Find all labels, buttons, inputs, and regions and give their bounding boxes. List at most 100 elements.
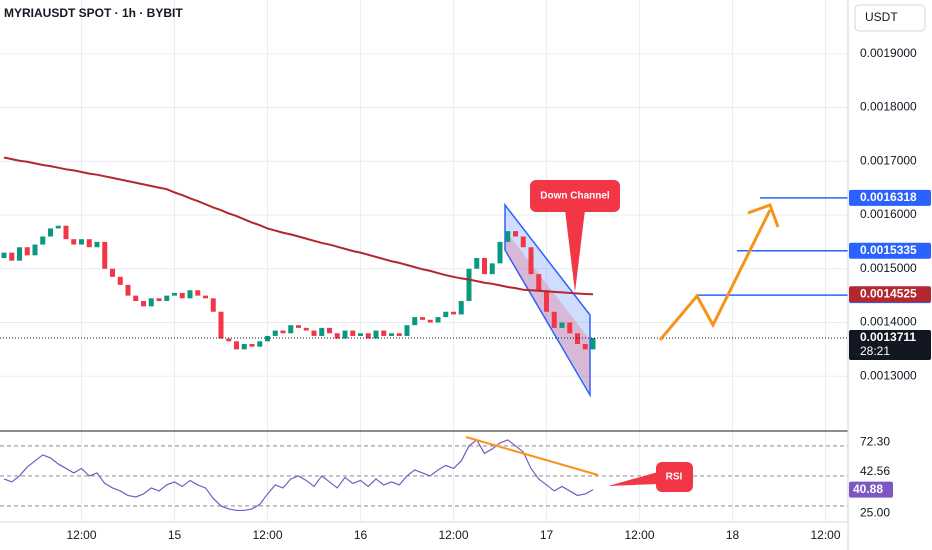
- candle-body: [582, 344, 588, 350]
- countdown: 28:21: [860, 344, 890, 358]
- candle-body: [381, 330, 387, 336]
- candle-body: [110, 268, 115, 277]
- candle-body: [179, 292, 185, 299]
- callout-pointer: [565, 210, 585, 292]
- price-tag: [849, 189, 931, 206]
- candle-body: [389, 333, 394, 336]
- candle-body: [396, 333, 402, 336]
- rsi-tag: [849, 481, 893, 498]
- candle-body: [40, 236, 46, 245]
- y-tick-label: 0.0018000: [860, 100, 917, 114]
- candle-body: [32, 244, 38, 256]
- chart-title: MYRIAUSDT SPOT · 1h · BYBIT: [4, 6, 183, 20]
- candle-body: [443, 311, 449, 318]
- candle-body: [257, 341, 263, 347]
- candle-body: [79, 239, 84, 245]
- price-tag-label: 0.0014525: [860, 286, 917, 300]
- price-tag: [849, 330, 931, 361]
- y-tick-label: 0.0019000: [860, 46, 917, 60]
- x-tick-label: 16: [354, 528, 368, 542]
- candle-body: [435, 317, 441, 323]
- y-tick-label: 0.0017000: [860, 153, 917, 167]
- candle-body: [102, 241, 108, 269]
- candle-body: [311, 330, 317, 336]
- candle-body: [148, 298, 154, 307]
- annotation: RSI: [666, 472, 683, 483]
- candle-body: [365, 333, 371, 339]
- candle-body: [272, 330, 278, 336]
- moving-average: [3, 156, 594, 296]
- x-tick-label: 18: [726, 528, 740, 542]
- candle-body: [249, 344, 255, 347]
- candle-body: [226, 338, 232, 342]
- candle-body: [164, 295, 170, 301]
- rsi-trendline: [465, 436, 599, 476]
- candle-body: [412, 317, 418, 326]
- candle-body: [288, 325, 294, 334]
- candle-body: [24, 247, 30, 256]
- candle-body: [420, 317, 425, 320]
- candle-body: [187, 290, 193, 299]
- x-tick-label: 12:00: [810, 528, 840, 542]
- candle-body: [280, 330, 286, 334]
- candle-body: [265, 335, 270, 342]
- candle-body: [210, 298, 216, 312]
- y-tick-label: 0.0016000: [860, 207, 917, 221]
- rsi-tick-label: 25.00: [860, 506, 890, 520]
- candle-body: [241, 344, 247, 350]
- candle-body: [567, 322, 573, 334]
- candle-body: [71, 239, 77, 245]
- candle-body: [458, 301, 464, 315]
- candle-body: [17, 247, 22, 261]
- candle-body: [373, 330, 379, 339]
- candle-body: [575, 333, 580, 344]
- projection-arrow: [747, 203, 780, 228]
- price-tag-label: 0.0016318: [860, 190, 917, 204]
- candle-body: [203, 295, 208, 299]
- candle-body: [9, 252, 15, 261]
- candle-body: [497, 241, 503, 264]
- axes: 12:00 15 12:00 16 12:00 17 12:00 18 12:00 0.00190…: [66, 46, 931, 542]
- candle-body: [427, 319, 433, 323]
- candle-body: [489, 263, 495, 275]
- candle-body: [86, 239, 92, 248]
- candle-body: [342, 330, 348, 339]
- price-tag-label: 0.0013711: [860, 330, 916, 344]
- x-tick-label: 15: [168, 528, 182, 542]
- candle-body: [141, 301, 146, 307]
- candle-body: [528, 247, 534, 275]
- candle-body: [404, 325, 410, 336]
- currency-button[interactable]: [854, 4, 926, 32]
- candle-body: [350, 330, 356, 336]
- price-tag: [849, 242, 931, 259]
- x-tick-label: 12:00: [438, 528, 468, 542]
- candle-body: [133, 295, 139, 301]
- projection-path: [658, 209, 772, 341]
- candle-body: [327, 327, 332, 334]
- price-tag: [849, 286, 931, 303]
- rsi-tag-label: 40.88: [853, 482, 883, 496]
- candle-body: [55, 225, 61, 229]
- candle-body: [125, 284, 131, 296]
- x-tick-label: 12:00: [624, 528, 654, 542]
- y-tick-label: 0.0013000: [860, 368, 917, 382]
- candle-body: [195, 290, 201, 296]
- candle-body: [466, 268, 472, 301]
- candle-body: [513, 231, 518, 237]
- candle-body: [536, 274, 542, 291]
- y-tick-label: 0.0015000: [860, 261, 917, 275]
- candle-body: [156, 298, 162, 301]
- candle-body: [63, 225, 69, 240]
- currency-label: USDT: [865, 10, 898, 24]
- candle-body: [559, 322, 565, 328]
- x-tick-label: 12:00: [66, 528, 96, 542]
- candle-body: [94, 241, 100, 248]
- y-tick-label: 0.0014000: [860, 315, 917, 329]
- candle-body: [172, 292, 177, 296]
- rsi-tick-label: 72.30: [860, 435, 890, 449]
- candle-body: [474, 258, 480, 269]
- candle-body: [451, 311, 456, 315]
- rsi-tick-label: 42.56: [860, 464, 890, 478]
- candle-body: [358, 333, 363, 336]
